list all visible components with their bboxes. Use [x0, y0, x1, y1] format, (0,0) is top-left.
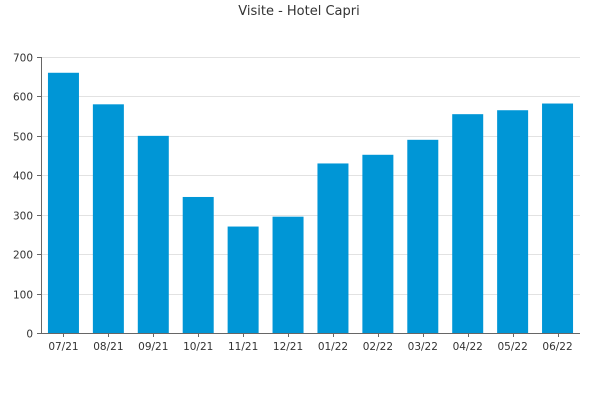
bar[interactable] [137, 135, 169, 333]
bar[interactable] [182, 196, 214, 333]
y-axis-ticks: 0 100 200 300 400 500 600 700 [13, 53, 41, 341]
axes [41, 57, 580, 334]
x-tick-label: 12/21 [273, 341, 303, 353]
x-tick-label: 07/21 [48, 341, 78, 353]
x-axis-ticks: 07/21 08/21 09/21 10/21 11/21 12/21 01/22 02/22… [48, 333, 573, 353]
x-tick-label: 10/21 [183, 341, 213, 353]
y-tick-label: 500 [13, 132, 33, 144]
y-tick-label: 0 [26, 329, 33, 341]
y-tick-label: 600 [13, 92, 33, 104]
x-tick-label: 04/22 [453, 341, 483, 353]
x-tick-label: 09/21 [138, 341, 168, 353]
x-tick-label: 08/21 [93, 341, 123, 353]
y-tick-label: 700 [13, 53, 33, 65]
x-tick-label: 01/22 [318, 341, 348, 353]
x-tick-label: 05/22 [497, 341, 527, 353]
bar[interactable] [47, 72, 79, 334]
x-tick-label: 03/22 [408, 341, 438, 353]
chart-title: Visite - Hotel Capri [238, 4, 359, 19]
bar[interactable] [272, 216, 304, 333]
gridlines [41, 57, 580, 295]
bar[interactable] [362, 154, 394, 333]
bar[interactable] [542, 103, 574, 333]
bar[interactable] [92, 104, 124, 333]
bar[interactable] [497, 110, 529, 333]
y-tick-label: 300 [13, 211, 33, 223]
y-tick-label: 200 [13, 250, 33, 262]
bar[interactable] [317, 163, 349, 333]
y-tick-label: 400 [13, 171, 33, 183]
x-tick-label: 06/22 [542, 341, 572, 353]
x-tick-label: 02/22 [363, 341, 393, 353]
bar[interactable] [452, 114, 484, 334]
y-tick-label: 100 [13, 290, 33, 302]
bar[interactable] [407, 139, 439, 333]
bars [47, 72, 574, 334]
bar[interactable] [227, 226, 259, 333]
x-tick-label: 11/21 [228, 341, 258, 353]
